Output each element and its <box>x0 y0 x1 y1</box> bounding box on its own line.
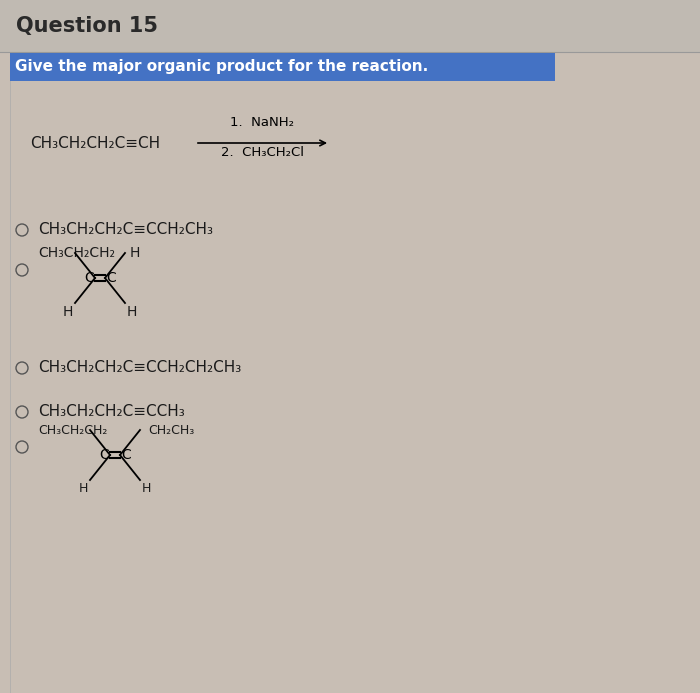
Text: CH₃CH₂CH₂C≡CCH₃: CH₃CH₂CH₂C≡CCH₃ <box>38 405 185 419</box>
Text: 1.  NaNH₂: 1. NaNH₂ <box>230 116 295 129</box>
Text: CH₃CH₂CH₂C≡CCH₂CH₂CH₃: CH₃CH₂CH₂C≡CCH₂CH₂CH₃ <box>38 360 242 376</box>
Text: 2.  CH₃CH₂Cl: 2. CH₃CH₂Cl <box>221 146 304 159</box>
Text: C: C <box>121 448 131 462</box>
Text: CH₃CH₂CH₂C≡CH: CH₃CH₂CH₂C≡CH <box>30 136 160 150</box>
Text: C: C <box>84 271 94 285</box>
Text: C: C <box>106 271 116 285</box>
Text: CH₂CH₃: CH₂CH₃ <box>148 423 195 437</box>
Text: H: H <box>78 482 88 495</box>
Text: H: H <box>142 482 151 495</box>
Text: Question 15: Question 15 <box>16 16 158 36</box>
Text: CH₃CH₂CH₂: CH₃CH₂CH₂ <box>38 246 115 260</box>
Text: H: H <box>62 305 73 319</box>
Bar <box>0 0 700 52</box>
Text: Give the major organic product for the reaction.: Give the major organic product for the r… <box>15 60 428 75</box>
Text: C: C <box>99 448 109 462</box>
Bar <box>10 53 555 81</box>
Text: H: H <box>130 246 141 260</box>
Text: H: H <box>127 305 137 319</box>
Text: CH₃CH₂CH₂: CH₃CH₂CH₂ <box>38 423 107 437</box>
Text: CH₃CH₂CH₂C≡CCH₂CH₃: CH₃CH₂CH₂C≡CCH₂CH₃ <box>38 222 213 238</box>
